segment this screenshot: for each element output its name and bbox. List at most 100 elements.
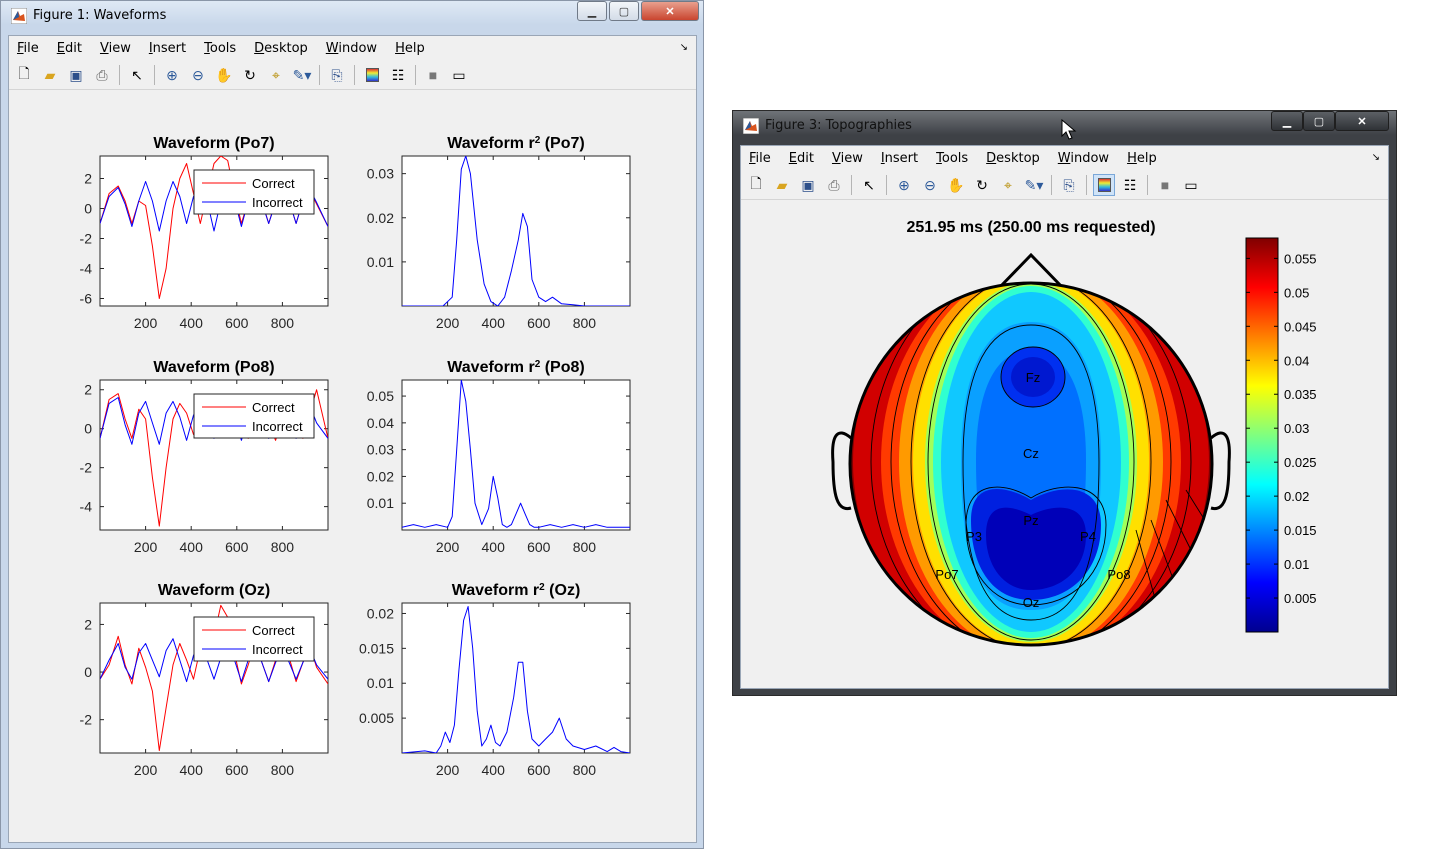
menu-insert[interactable]: Insert [148,41,187,56]
mouse-cursor-icon [1061,119,1077,140]
zoom-out-icon[interactable]: ⊖ [924,176,936,193]
menu-window[interactable]: Window [1057,151,1110,166]
rotate-3d-icon[interactable]: ↻ [976,176,988,193]
minimize-button[interactable]: ▁ [577,1,607,21]
menu-tools[interactable]: Tools [204,41,237,56]
hide-plot-tools-icon[interactable]: ■ [1160,177,1170,193]
x-tick-label: 200 [134,539,158,555]
colorbar-tick-label: 0.05 [1284,285,1309,300]
figure-toolbar: 🗋 ▰ ▣ ⎙ ↖ ⊕ ⊖ ✋ ↻ ⌖ ✎▾ ⎘ ☷ ■ ▭ [9,61,696,90]
x-tick-label: 200 [436,762,460,778]
dock-arrow-icon[interactable]: ↘ [1371,152,1380,163]
close-button[interactable]: ✕ [641,1,699,21]
menu-desktop[interactable]: Desktop [254,41,308,56]
link-plot-icon[interactable]: ⎘ [1063,176,1075,193]
open-folder-icon[interactable]: ▰ [776,176,788,193]
legend[interactable]: Correct Incorrect [193,616,315,662]
colorbar-tick-label: 0.01 [1284,557,1309,572]
menu-tools[interactable]: Tools [936,151,969,166]
x-tick-label: 600 [225,762,249,778]
menu-view[interactable]: View [99,41,131,56]
menu-help[interactable]: Help [1127,151,1157,166]
zoom-out-icon[interactable]: ⊖ [192,66,204,83]
open-folder-icon[interactable]: ▰ [44,66,56,83]
menu-view[interactable]: View [831,151,863,166]
show-plot-tools-icon[interactable]: ▭ [1184,176,1198,193]
menu-file[interactable]: File [17,41,39,56]
title-bar[interactable]: Figure 3: Topographies ▁ ▢ ✕ [733,111,1396,139]
data-cursor-icon[interactable]: ⌖ [272,66,280,83]
axes-box[interactable] [401,379,631,531]
y-tick-label: -2 [80,460,93,476]
waveform-plot-3: Waveform (Po8) 200 400 600 800 2 0 -2 -4 Correct I… [80,359,329,555]
pan-hand-icon[interactable]: ✋ [215,66,233,83]
y-tick-label: 0.015 [359,640,394,656]
y-tick-label: 0.01 [367,675,394,691]
print-icon[interactable]: ⎙ [828,176,840,193]
x-tick-label: 800 [271,539,295,555]
data-cursor-icon[interactable]: ⌖ [1004,176,1012,193]
maximize-button[interactable]: ▢ [609,1,639,21]
legend-icon[interactable]: ☷ [391,66,405,83]
menu-window[interactable]: Window [325,41,378,56]
menu-edit[interactable]: Edit [788,151,814,166]
menu-edit[interactable]: Edit [56,41,82,56]
y-tick-label: 0.02 [367,605,394,621]
legend-label-correct: Correct [252,400,295,415]
menu-desktop[interactable]: Desktop [986,151,1040,166]
legend-label-incorrect: Incorrect [252,195,303,210]
legend[interactable]: Correct Incorrect [193,169,315,215]
colorbar-tick-label: 0.025 [1284,455,1317,470]
minimize-button[interactable]: ▁ [1271,111,1303,131]
zoom-in-icon[interactable]: ⊕ [166,66,178,83]
colorbar-tick-label: 0.03 [1284,421,1309,436]
title-bar[interactable]: Figure 1: Waveforms ▁ ▢ ✕ [1,1,703,29]
pan-hand-icon[interactable]: ✋ [947,176,965,193]
legend-icon[interactable]: ☷ [1123,176,1137,193]
menu-insert[interactable]: Insert [880,151,919,166]
menu-help[interactable]: Help [395,41,425,56]
y-tick-label: 2 [84,616,92,632]
waveform-figure: Waveform (Po7)200 400 600 80020-2-4-6Correc… [80,135,631,778]
axes-box[interactable] [401,155,631,307]
colorbar-tick-label: 0.055 [1284,251,1317,266]
y-tick-label: -2 [80,231,93,247]
pointer-icon[interactable]: ↖ [131,66,143,83]
link-plot-icon[interactable]: ⎘ [331,66,343,83]
rotate-3d-icon[interactable]: ↻ [244,66,256,83]
figure-toolbar: 🗋 ▰ ▣ ⎙ ↖ ⊕ ⊖ ✋ ↻ ⌖ ✎▾ ⎘ ☷ ■ ▭ [741,171,1388,200]
brush-icon[interactable]: ✎▾ [1024,176,1044,193]
colorbar [1245,237,1279,633]
x-tick-label: 400 [180,315,204,331]
colorbar-tick-label: 0.04 [1284,353,1309,368]
y-tick-label: -2 [80,712,93,728]
x-tick-label: 200 [436,315,460,331]
close-button[interactable]: ✕ [1335,111,1389,131]
colorbar-tick-label: 0.015 [1284,523,1317,538]
maximize-button[interactable]: ▢ [1303,111,1335,131]
colorbar-icon[interactable] [1093,174,1115,196]
matlab-icon [11,8,27,24]
zoom-in-icon[interactable]: ⊕ [898,176,910,193]
x-tick-label: 400 [180,539,204,555]
legend[interactable]: Correct Incorrect [193,393,315,439]
menu-file[interactable]: File [749,151,771,166]
hide-plot-tools-icon[interactable]: ■ [428,67,438,83]
colorbar-icon[interactable] [361,64,383,86]
dock-arrow-icon[interactable]: ↘ [679,42,688,53]
x-tick-label: 600 [527,762,551,778]
show-plot-tools-icon[interactable]: ▭ [452,66,466,83]
new-file-icon[interactable]: 🗋 [750,175,762,191]
head-right-ear [1210,431,1231,511]
print-icon[interactable]: ⎙ [96,66,108,83]
brush-icon[interactable]: ✎▾ [292,66,312,83]
electrode-cz: Cz [1023,446,1039,461]
new-file-icon[interactable]: 🗋 [18,65,30,81]
pointer-icon[interactable]: ↖ [863,176,875,193]
save-icon[interactable]: ▣ [69,66,83,83]
save-icon[interactable]: ▣ [801,176,815,193]
waveform-plot-5: Waveform (Oz) 200 400 600 800 2 0 -2 Correct Inco… [80,582,329,778]
y-tick-label: -6 [80,291,93,307]
colorbar-tick-label: 0.035 [1284,387,1317,402]
plot-title: Waveform r2 (Po8) [447,359,584,377]
